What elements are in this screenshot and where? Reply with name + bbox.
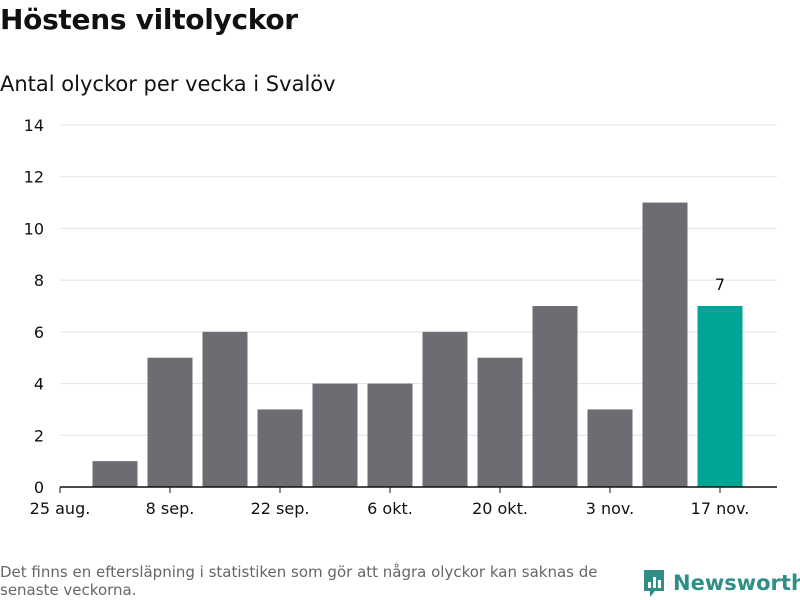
x-tick-label: 3 nov. [586,499,635,518]
y-tick-label: 14 [24,116,44,135]
y-tick-label: 12 [24,168,44,187]
data-label: 7 [715,275,725,294]
bar [147,357,193,487]
y-tick-label: 4 [34,375,44,394]
bar [477,357,523,487]
x-tick-label: 8 sep. [146,499,195,518]
bar [92,461,138,487]
bar-chart: 0 2 4 6 8 10 12 14 7 25 aug. 8 sep. 22 sep. 6 okt. 20… [24,116,777,518]
x-tick-label: 6 okt. [367,499,413,518]
x-tick-label: 20 okt. [472,499,528,518]
brand-name: Newsworthy [673,571,800,595]
y-tick-label: 0 [34,478,44,497]
bar-highlight [697,306,743,487]
bar [312,383,358,487]
bar [587,409,633,487]
y-tick-label: 10 [24,219,44,238]
bar [642,202,688,488]
chart-title: Höstens viltolyckor [0,3,298,36]
bar [367,383,413,487]
y-tick-label: 8 [34,271,44,290]
footnote: Det finns en eftersläpning i statistiken… [0,563,598,599]
newsworthy-icon [644,570,664,597]
y-tick-label: 2 [34,426,44,445]
x-tick-label: 22 sep. [251,499,310,518]
bar [257,409,303,487]
bar [202,331,248,487]
brand-logo[interactable]: Newsworthy [642,567,800,599]
x-tick-label: 17 nov. [691,499,750,518]
x-tick-label: 25 aug. [30,499,91,518]
chart-subtitle: Antal olyckor per vecka i Svalöv [0,72,336,96]
y-tick-label: 6 [34,323,44,342]
bar [532,306,578,487]
bar [422,331,468,487]
